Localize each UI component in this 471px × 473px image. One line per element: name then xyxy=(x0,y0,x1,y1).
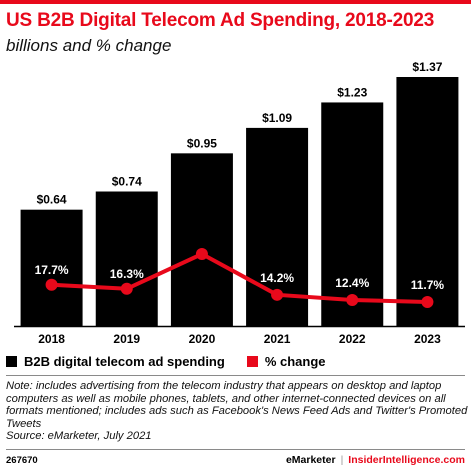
legend-item-change: % change xyxy=(246,354,326,369)
chart-id: 267670 xyxy=(6,455,38,466)
percent-label-2020: 28.4% xyxy=(185,230,219,244)
brand-separator: | xyxy=(340,454,344,466)
x-axis: 2018 2019 2020 2021 2022 2023 xyxy=(14,325,465,346)
bar-label-2019: $0.74 xyxy=(112,175,142,189)
note-divider xyxy=(6,375,465,376)
percent-label-2021: 14.2% xyxy=(260,271,294,285)
x-tick-2022: 2022 xyxy=(339,332,366,346)
footer-divider xyxy=(6,449,465,450)
chart-title: US B2B Digital Telecom Ad Spending, 2018… xyxy=(6,10,435,31)
top-accent-rule xyxy=(0,0,471,4)
brand-insider-intelligence: InsiderIntelligence.com xyxy=(348,454,465,466)
footer-brand: eMarketer | InsiderIntelligence.com xyxy=(286,454,465,466)
bar-2019 xyxy=(95,191,158,326)
x-tick-2018: 2018 xyxy=(38,332,65,346)
legend-label-change: % change xyxy=(264,354,326,369)
source-text: Source: eMarketer, July 2021 xyxy=(6,430,152,443)
percent-change-polyline xyxy=(51,252,428,304)
bar-label-2022: $1.23 xyxy=(337,85,367,99)
x-tick-2019: 2019 xyxy=(113,332,140,346)
bar-2018 xyxy=(20,209,83,326)
footnote: Note: includes advertising from the tele… xyxy=(6,380,468,443)
percent-change-labels: 17.7% 16.3% 28.4% 14.2% 12.4% 11.7% xyxy=(35,230,445,292)
legend-label-spending: B2B digital telecom ad spending xyxy=(24,354,225,369)
bar-label-2023: $1.37 xyxy=(412,60,442,74)
percent-point-2020 xyxy=(195,248,208,260)
note-text: Note: includes advertising from the tele… xyxy=(6,380,468,430)
percent-label-2023: 11.7% xyxy=(411,278,445,292)
bars-layer xyxy=(20,77,459,327)
legend-swatch-red xyxy=(246,356,258,367)
chart-subtitle: billions and % change xyxy=(6,36,172,55)
percent-label-2019: 16.3% xyxy=(110,267,144,281)
percent-label-2018: 17.7% xyxy=(35,263,69,277)
percent-point-2021 xyxy=(271,288,284,301)
x-tick-2021: 2021 xyxy=(264,332,291,346)
bar-2023 xyxy=(396,77,459,326)
chart-plot: $0.64$0.74$0.95$1.09$1.23$1.37 2018 2019 2… xyxy=(14,60,465,346)
percent-label-2022: 12.4% xyxy=(335,276,369,290)
bar-label-2018: $0.64 xyxy=(37,193,67,207)
legend-item-spending: B2B digital telecom ad spending xyxy=(6,354,225,369)
legend-swatch-black xyxy=(6,356,17,367)
legend: B2B digital telecom ad spending % change xyxy=(6,354,348,369)
percent-point-2022 xyxy=(346,293,359,306)
brand-emarketer: eMarketer xyxy=(285,454,336,466)
bar-value-labels: $0.64 $0.74 $0.95 $1.09 $1.23 $1.37 xyxy=(37,60,443,207)
percent-point-2018 xyxy=(45,278,58,291)
bar-2022 xyxy=(321,102,384,327)
bar-label-2021: $1.09 xyxy=(262,111,292,125)
percent-change-line xyxy=(45,248,434,308)
x-tick-2020: 2020 xyxy=(189,332,216,346)
x-tick-2023: 2023 xyxy=(414,332,441,346)
percent-point-2023 xyxy=(421,296,434,308)
bar-2020 xyxy=(170,153,233,326)
percent-point-2019 xyxy=(120,282,133,295)
bar-label-2020: $0.95 xyxy=(187,136,217,150)
